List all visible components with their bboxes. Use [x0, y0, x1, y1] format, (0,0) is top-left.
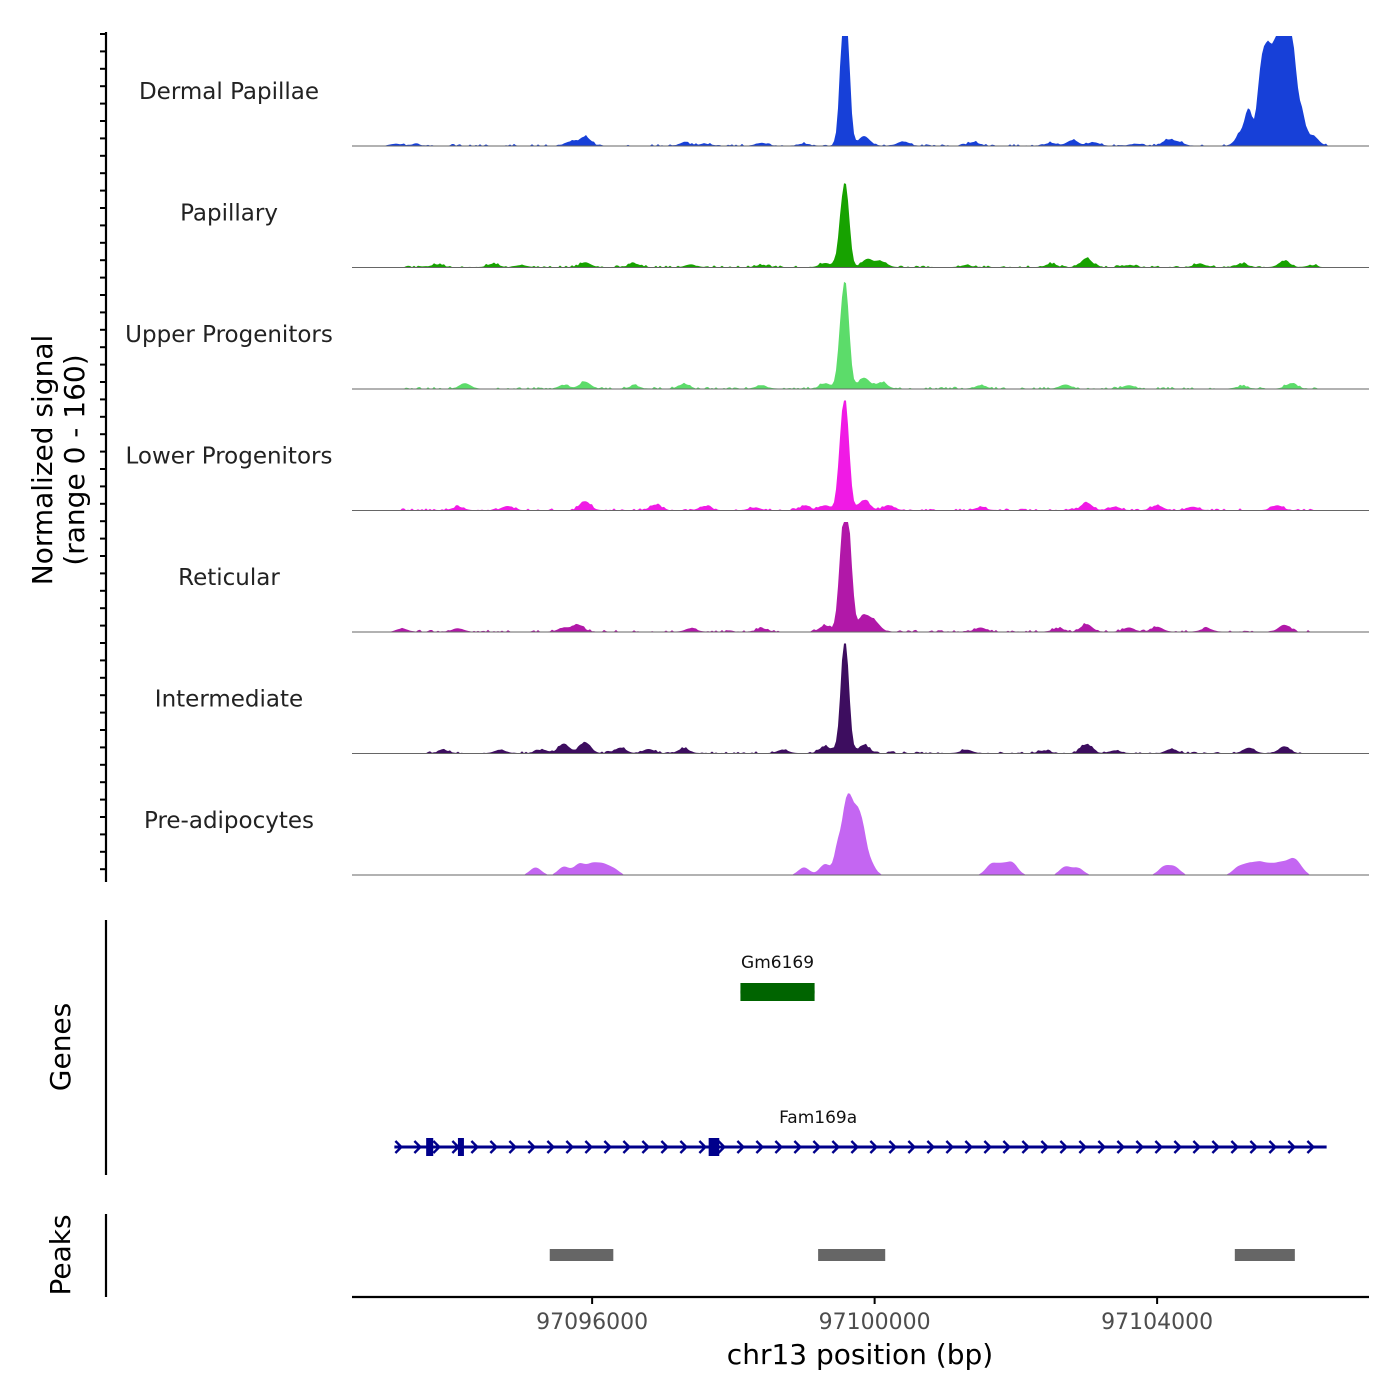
strand-arrow [470, 1140, 480, 1154]
strand-arrow [717, 1140, 727, 1154]
track-dermal-papillae: Dermal Papillae [139, 36, 1369, 147]
strand-arrow [1135, 1140, 1145, 1154]
peak-bar [1234, 1249, 1295, 1261]
strand-arrow [527, 1140, 537, 1154]
x-axis-ticks: 97096000 97100000 97104000 [536, 1297, 1213, 1335]
peak-bar [818, 1249, 886, 1261]
track-lower-progenitors: Lower Progenitors [126, 400, 1369, 511]
strand-arrow [508, 1140, 518, 1154]
strand-arrow [1230, 1140, 1240, 1154]
strand-arrow [964, 1140, 974, 1154]
strand-arrow [774, 1140, 784, 1154]
gene-name: Gm6169 [741, 953, 814, 973]
strand-arrow [394, 1140, 404, 1154]
strand-arrow [1078, 1140, 1088, 1154]
strand-arrow [1173, 1140, 1183, 1154]
gene-gm6169: Gm6169 [740, 953, 815, 1001]
strand-arrow [1306, 1140, 1316, 1154]
signal-area [352, 183, 1369, 268]
genes-panel: Genes Gm6169 Fam169a [44, 920, 1327, 1175]
strand-arrow [793, 1140, 803, 1154]
exon [457, 1138, 464, 1156]
strand-arrow [1154, 1140, 1164, 1154]
strand-arrow [1211, 1140, 1221, 1154]
strand-arrow [603, 1140, 613, 1154]
strand-arrow [869, 1140, 879, 1154]
x-tick-label: 97104000 [1101, 1310, 1213, 1335]
strand-arrow [1268, 1140, 1278, 1154]
genes-panel-title: Genes [44, 1003, 77, 1091]
strand-arrow [622, 1140, 632, 1154]
exon [708, 1138, 720, 1156]
strand-arrow [432, 1140, 442, 1154]
peak-bar [549, 1249, 614, 1261]
strand-arrow [1097, 1140, 1107, 1154]
x-axis: 97096000 97100000 97104000 chr13 position … [352, 1295, 1369, 1371]
track-label: Papillary [180, 201, 278, 227]
gene-models: Gm6169 Fam169a [394, 953, 1327, 1156]
strand-arrow [641, 1140, 651, 1154]
strand-arrow [1040, 1140, 1050, 1154]
strand-arrow [831, 1140, 841, 1154]
track-upper-progenitors: Upper Progenitors [125, 281, 1369, 390]
signal-y-title-line2: (range 0 - 160) [58, 354, 91, 565]
strand-arrow [1287, 1140, 1297, 1154]
strand-arrow [755, 1140, 765, 1154]
signal-y-title-line1: Normalized signal [26, 335, 59, 586]
track-intermediate: Intermediate [155, 643, 1369, 754]
exon [426, 1138, 434, 1156]
signal-y-axis: Normalized signal (range 0 - 160) [26, 32, 108, 882]
strand-arrow [1021, 1140, 1031, 1154]
signal-area [352, 36, 1369, 146]
signal-area [352, 643, 1369, 754]
track-label: Dermal Papillae [139, 79, 319, 105]
peaks-panel-title: Peaks [44, 1214, 77, 1295]
strand-arrow [584, 1140, 594, 1154]
strand-arrow [489, 1140, 499, 1154]
x-tick-label: 97096000 [536, 1310, 648, 1335]
strand-arrow [679, 1140, 689, 1154]
x-axis-title: chr13 position (bp) [727, 1338, 993, 1371]
strand-arrow [888, 1140, 898, 1154]
peaks-panel: Peaks [44, 1214, 1295, 1297]
strand-arrow [907, 1140, 917, 1154]
track-papillary: Papillary [180, 183, 1369, 268]
x-tick-label: 97100000 [819, 1310, 931, 1335]
strand-arrow [1116, 1140, 1126, 1154]
strand-arrow [413, 1140, 423, 1154]
strand-arrow [945, 1140, 955, 1154]
strand-arrow [850, 1140, 860, 1154]
signal-area [352, 793, 1369, 875]
strand-arrow [1059, 1140, 1069, 1154]
track-label: Upper Progenitors [125, 322, 333, 348]
track-pre-adipocytes: Pre-adipocytes [144, 793, 1369, 876]
strand-arrow [546, 1140, 556, 1154]
strand-arrow [1249, 1140, 1259, 1154]
track-label: Reticular [178, 565, 280, 591]
strand-arrow [698, 1140, 708, 1154]
strand-arrow [926, 1140, 936, 1154]
strand-arrow [565, 1140, 575, 1154]
exon [740, 983, 815, 1001]
signal-area [352, 400, 1369, 511]
track-label: Lower Progenitors [126, 444, 333, 470]
gene-fam169a: Fam169a [394, 1108, 1327, 1156]
signal-area [352, 522, 1369, 632]
strand-arrow [812, 1140, 822, 1154]
signal-tracks: Dermal Papillae Papillary Upper Progenitor… [125, 36, 1369, 876]
strand-arrow [1192, 1140, 1202, 1154]
signal-area [352, 281, 1369, 389]
strand-arrow [660, 1140, 670, 1154]
gene-name: Fam169a [779, 1108, 857, 1128]
track-label: Pre-adipocytes [144, 808, 314, 834]
track-label: Intermediate [155, 687, 303, 713]
strand-arrow [1002, 1140, 1012, 1154]
track-reticular: Reticular [178, 522, 1369, 633]
signal-y-ticks [100, 33, 106, 871]
peak-regions [549, 1249, 1295, 1261]
strand-arrow [736, 1140, 746, 1154]
strand-arrow [983, 1140, 993, 1154]
